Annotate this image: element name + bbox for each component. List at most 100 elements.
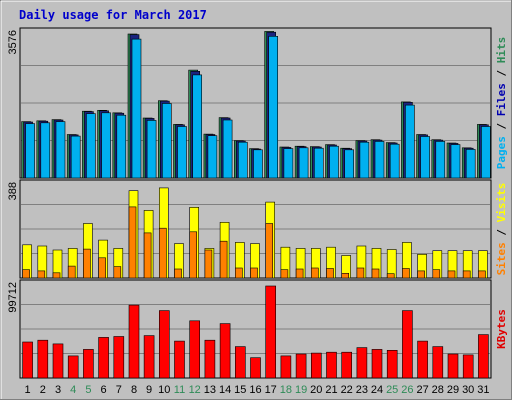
x-tick-label: 19 (295, 384, 307, 396)
bar-sites-day-14 (219, 240, 228, 279)
bar-sites-day-27 (417, 270, 425, 279)
bar-kbytes-day-13 (204, 339, 216, 379)
x-tick-label: 24 (371, 384, 383, 396)
bar-sites-day-18 (280, 269, 289, 279)
bar-sites-day-6 (98, 257, 106, 279)
bar-kbytes-day-17 (265, 285, 277, 379)
bar-pages-day-8 (131, 38, 142, 179)
bar-pages-day-25 (389, 143, 400, 179)
bar-pages-day-10 (162, 103, 172, 179)
bar-kbytes-day-15 (235, 346, 246, 379)
bar-sites-day-20 (310, 267, 319, 279)
bar-sites-day-29 (447, 270, 456, 279)
bar-kbytes-day-20 (310, 352, 322, 379)
x-tick-label: 14 (219, 384, 231, 396)
bar-kbytes-day-19 (295, 353, 307, 379)
bar-sites-day-19 (295, 268, 304, 279)
bar-sites-day-28 (432, 269, 441, 279)
x-tick-label: 10 (158, 384, 170, 396)
bar-kbytes-day-18 (280, 355, 292, 379)
bar-kbytes-day-10 (159, 310, 170, 379)
bar-pages-day-21 (329, 145, 339, 179)
bar-sites-day-16 (250, 267, 258, 279)
x-tick-label: 25 (386, 384, 398, 396)
bar-pages-day-11 (177, 126, 187, 179)
bar-pages-day-30 (465, 149, 476, 179)
x-tick-label: 6 (101, 384, 107, 396)
bar-kbytes-day-29 (447, 353, 459, 379)
side-label-segment: / (495, 63, 508, 83)
bar-sites-day-3 (52, 272, 61, 279)
bar-sites-day-4 (67, 265, 76, 279)
bar-pages-day-19 (298, 147, 309, 179)
bar-sites-day-5 (83, 248, 91, 279)
bar-kbytes-day-11 (174, 340, 185, 379)
bar-kbytes-day-5 (83, 349, 94, 379)
x-tick-label: 30 (462, 384, 474, 396)
bar-sites-day-25 (386, 273, 395, 279)
max-label-top: 3576 (7, 30, 19, 54)
bar-kbytes-day-4 (67, 355, 79, 379)
x-tick-label: 9 (146, 384, 152, 396)
bar-kbytes-day-3 (52, 343, 64, 379)
bar-sites-day-2 (37, 270, 46, 279)
x-tick-label: 11 (174, 384, 185, 396)
side-label-segment: Pages (495, 136, 508, 169)
x-tick-label: 16 (249, 384, 261, 396)
bar-pages-day-31 (481, 126, 491, 179)
side-label-segment: Files (495, 83, 508, 116)
bar-pages-day-5 (86, 113, 96, 179)
bar-sites-day-21 (326, 268, 334, 279)
side-label-segment: Hits (495, 37, 508, 64)
x-tick-label: 26 (401, 384, 413, 396)
bar-sites-day-1 (22, 269, 30, 279)
x-tick-label: 28 (432, 384, 444, 396)
bar-pages-day-1 (25, 123, 35, 179)
x-tick-label: 2 (40, 384, 46, 396)
x-tick-label: 5 (85, 384, 91, 396)
bar-sites-day-9 (143, 232, 152, 279)
side-label-middle: Sites / Visits (495, 183, 508, 276)
bar-pages-day-13 (207, 135, 218, 179)
bar-kbytes-day-1 (22, 341, 33, 379)
bar-pages-day-23 (359, 141, 370, 179)
max-label-bottom: 99712 (7, 282, 19, 313)
x-tick-label: 31 (477, 384, 489, 396)
bar-kbytes-day-22 (341, 351, 353, 379)
bar-pages-day-28 (435, 141, 446, 179)
bar-pages-day-2 (40, 122, 51, 179)
bar-sites-day-11 (174, 268, 182, 279)
bar-sites-day-22 (341, 272, 350, 279)
x-tick-label: 4 (70, 384, 76, 396)
bar-pages-day-16 (253, 149, 263, 179)
bar-kbytes-day-30 (462, 354, 474, 379)
side-label-segment: Sites (495, 242, 508, 275)
bar-pages-day-14 (222, 119, 233, 179)
bar-sites-day-23 (356, 267, 365, 279)
bar-kbytes-day-16 (250, 357, 261, 379)
bar-sites-day-26 (402, 268, 410, 279)
bar-pages-day-26 (405, 104, 415, 179)
chart-title: Daily usage for March 2017 (19, 8, 207, 22)
side-label-segment: / (495, 116, 508, 136)
x-tick-label: 3 (55, 384, 61, 396)
x-tick-label: 17 (265, 384, 277, 396)
bar-pages-day-6 (101, 112, 111, 179)
bar-sites-day-24 (371, 268, 380, 279)
bar-pages-day-22 (344, 149, 355, 179)
bar-kbytes-day-24 (371, 349, 383, 379)
bar-kbytes-day-7 (113, 336, 125, 379)
x-tick-label: 23 (356, 384, 368, 396)
bar-kbytes-day-27 (417, 340, 428, 379)
bar-kbytes-day-6 (98, 337, 109, 379)
side-label-bottom: KBytes (495, 309, 508, 349)
bar-kbytes-day-23 (356, 347, 368, 379)
x-tick-label: 27 (416, 384, 428, 396)
side-label-top: Pages / Files / Hits (495, 37, 508, 170)
bar-kbytes-day-26 (402, 310, 413, 379)
bar-pages-day-4 (70, 135, 81, 179)
x-tick-label: 21 (325, 384, 337, 396)
bar-kbytes-day-28 (432, 346, 444, 379)
